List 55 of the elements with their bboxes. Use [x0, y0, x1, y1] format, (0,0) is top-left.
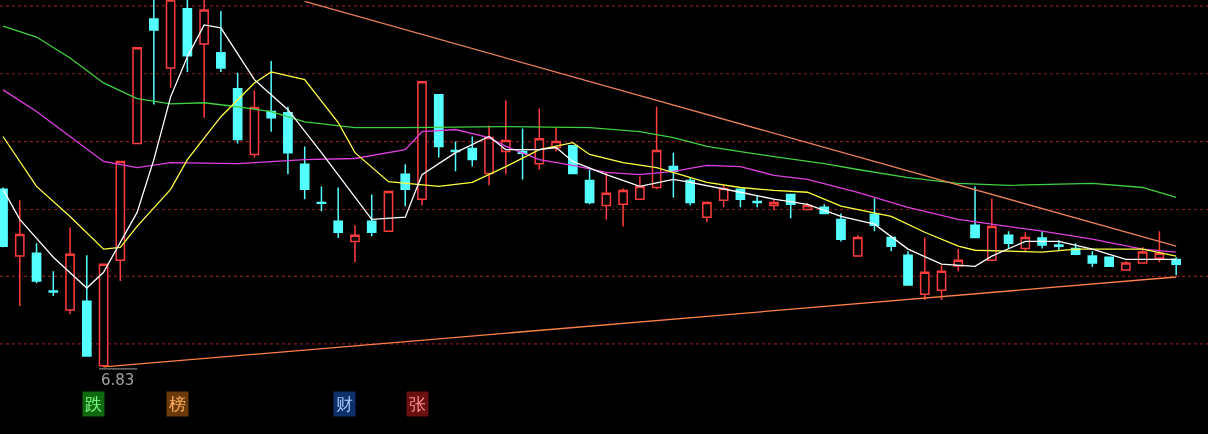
candlestick	[752, 194, 763, 209]
candlestick	[31, 242, 42, 284]
candlestick	[919, 236, 930, 301]
candlestick	[115, 160, 126, 282]
candlestick	[1121, 260, 1131, 271]
candlestick	[366, 193, 377, 238]
candlestick	[148, 0, 159, 106]
candlestick	[299, 145, 310, 200]
candlestick	[1053, 239, 1064, 253]
candlestick	[1003, 230, 1014, 250]
candlestick	[132, 46, 142, 145]
text: 榜	[169, 394, 186, 414]
candlestick	[400, 163, 411, 207]
candlestick	[65, 226, 75, 315]
candlestick	[467, 135, 478, 168]
candlestick	[601, 171, 612, 221]
candlestick	[852, 234, 863, 257]
candlestick	[1037, 230, 1047, 250]
candlestick	[769, 198, 779, 211]
candlestick	[836, 212, 846, 243]
candlestick	[484, 124, 494, 187]
candlestick	[216, 10, 226, 73]
candlestick	[350, 224, 360, 264]
candlestick	[618, 187, 628, 228]
candlestick	[81, 254, 92, 357]
candlestick	[266, 60, 277, 133]
candlestick	[936, 264, 947, 301]
candlestick	[1137, 246, 1148, 264]
candlestick	[970, 185, 980, 239]
candlestick	[249, 89, 260, 159]
text: 财	[336, 394, 353, 414]
candlestick	[232, 71, 243, 145]
text: 跌	[85, 394, 102, 414]
text: 张	[409, 394, 426, 414]
candlestick	[584, 168, 595, 206]
candlestick	[567, 144, 578, 175]
candlestick	[283, 106, 293, 176]
candlestick	[48, 270, 59, 297]
candlestick	[1171, 256, 1182, 276]
candlestick	[433, 93, 444, 159]
candlestick	[685, 176, 695, 207]
candlestick	[903, 250, 913, 286]
annotation: 6.83	[101, 371, 135, 389]
candlestick	[182, 0, 193, 73]
candlestick	[417, 81, 427, 207]
candlestick	[1087, 250, 1098, 268]
candlestick	[635, 175, 645, 202]
candlestick	[14, 199, 25, 307]
candlestick	[886, 236, 897, 253]
candlestick	[316, 185, 327, 213]
candlestick	[333, 186, 344, 239]
candlestick	[702, 200, 712, 224]
candlestick	[986, 197, 997, 262]
candlestick	[98, 263, 109, 368]
candlestick	[1104, 256, 1114, 268]
